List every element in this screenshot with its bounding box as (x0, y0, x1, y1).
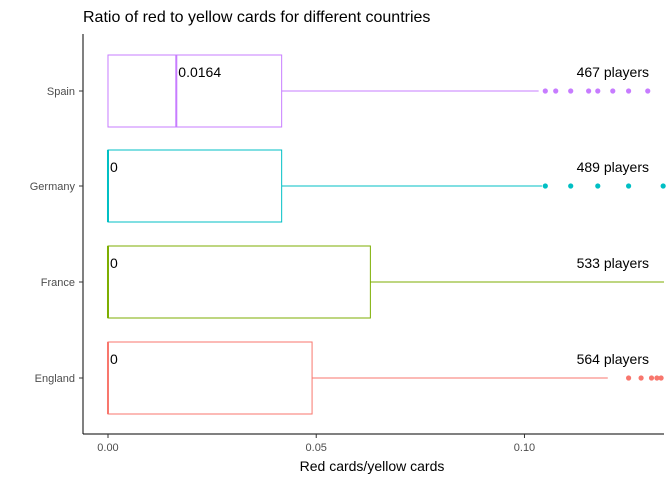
outlier-point (568, 183, 574, 189)
box (107, 149, 283, 223)
plot-area: 0.00 0.05 0.10 England 0 564 players France 0 53… (30, 34, 666, 454)
outlier-point (568, 88, 574, 94)
x-tick-label: 0.10 (514, 442, 535, 454)
y-tick-label: Spain (47, 86, 75, 98)
outlier-point (660, 183, 666, 189)
outlier-point (638, 375, 644, 381)
outlier-point (625, 88, 632, 94)
outlier-point (610, 88, 616, 94)
outlier-point (658, 375, 664, 381)
median-label: 0 (110, 351, 118, 367)
median-label: 0 (110, 255, 118, 271)
y-tick-label: Germany (30, 181, 76, 193)
outlier-point (648, 375, 655, 381)
outlier-point (654, 375, 660, 381)
x-tick-label: 0.05 (306, 442, 327, 454)
outlier-point (542, 88, 548, 94)
count-label: 489 players (577, 159, 649, 175)
y-tick-label: England (35, 373, 75, 385)
outlier-point (542, 183, 548, 189)
box (107, 54, 283, 128)
box (107, 341, 313, 415)
outlier-point (553, 88, 559, 94)
box-group-spain: Spain 0.0164 467 players (47, 54, 651, 128)
outlier-point (595, 183, 601, 189)
box (107, 245, 371, 319)
x-tick-label: 0.00 (97, 442, 118, 454)
outlier-point (595, 88, 601, 94)
count-label: 533 players (577, 255, 649, 271)
box-group-france: France 0 533 players (41, 245, 664, 319)
count-label: 467 players (577, 64, 649, 80)
box-group-england: England 0 564 players (35, 341, 664, 415)
median-label: 0 (110, 159, 118, 175)
outlier-point (586, 88, 592, 94)
outlier-point (645, 88, 651, 94)
x-axis-title: Red cards/yellow cards (300, 458, 445, 474)
box-group-germany: Germany 0 489 players (30, 149, 666, 223)
outlier-point (625, 375, 632, 381)
y-tick-label: France (41, 277, 75, 289)
median-label: 0.0164 (178, 64, 221, 80)
count-label: 564 players (577, 351, 649, 367)
chart-title: Ratio of red to yellow cards for differe… (83, 9, 430, 26)
outlier-point (625, 183, 632, 189)
